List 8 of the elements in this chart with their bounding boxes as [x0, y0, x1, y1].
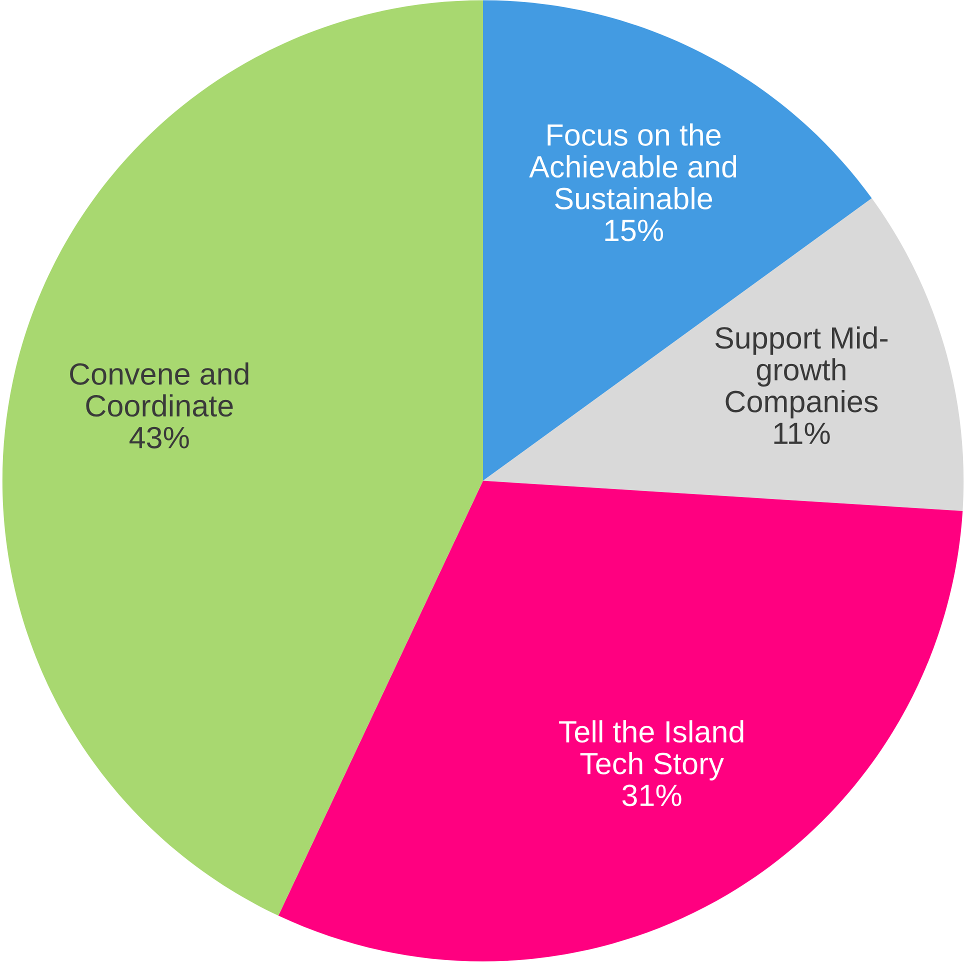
data-label: 11% — [774, 422, 830, 444]
data-label: 43% — [130, 426, 189, 448]
data-label: 31% — [622, 784, 682, 806]
data-label: 15% — [605, 220, 664, 242]
slice-label: Convene and Coordinate — [70, 362, 248, 417]
slice-label: Tell the Island Tech Story — [559, 720, 744, 780]
slice-label: Focus on the Achievable and Sustainable — [529, 123, 736, 210]
slice-label: Support Mid- growth Companies — [715, 326, 888, 418]
